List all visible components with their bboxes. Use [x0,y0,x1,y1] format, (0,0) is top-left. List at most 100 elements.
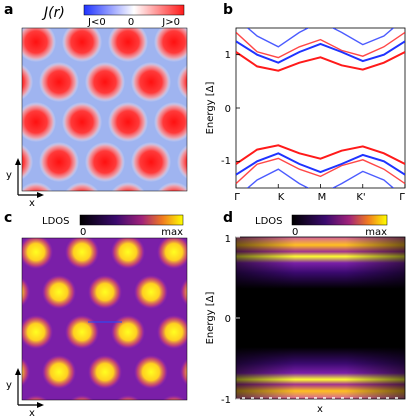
panel-c-spot-1 [65,238,99,269]
panel-d-colorbar-title: LDOS [255,216,283,227]
panel-c-spot-15 [88,355,122,389]
panel-b-xtick-m: M [318,192,327,203]
panel-c-spot-11 [111,315,145,349]
panel-c-spot-7 [134,275,168,309]
panel-d-letter: d [223,210,233,226]
panel-d-colorbar [291,214,388,226]
panel-a: a J(r) J<0 0 J>0 y x [4,2,188,209]
panel-d-ytick-0: 0 [225,314,231,325]
panel-a-spot-10 [62,102,102,142]
panel-a-spot-18 [22,182,53,191]
panel-a-y-axis-label: y [6,170,12,181]
panel-c-spot-18 [23,395,49,400]
panel-c-colorbar-title: LDOS [42,216,70,227]
panel-c-spot-6 [88,275,122,309]
panel-a-spot-20 [111,182,145,191]
panel-b-xtick-k: K [278,192,285,203]
panel-c-spot-20 [115,395,141,400]
panel-c-y-arrowhead [15,368,21,375]
panel-a-x-axis-label: x [29,198,35,209]
panel-a-spot-2 [108,28,148,62]
panel-a-spot-5 [39,62,79,102]
panel-a-colorbar [83,4,185,16]
panel-d-colorbar-right-label: max [365,227,387,238]
panel-b: b Energy [Δ] 1 0 -1 Γ K M K' Γ [205,2,406,203]
panel-c-spot-19 [69,395,95,400]
panel-b-band-2 [236,144,405,165]
panel-c-spot-16 [134,355,168,389]
panel-d: d LDOS 0 max Energy [Δ] 1 0 -1 x [205,210,406,415]
panel-a-frame [21,27,188,192]
panel-c: c LDOS 0 max y x [4,210,188,419]
panel-a-x-arrowhead [37,192,44,198]
panel-a-spot-9 [22,102,56,142]
panel-c-frame [21,237,188,401]
panel-c-colorbar [79,214,184,226]
panel-b-band-outer-2 [236,157,405,185]
panel-c-spot-21 [161,395,187,400]
panel-c-spot-5 [42,275,76,309]
panel-d-heatmap-shading [236,237,405,399]
panel-c-spot-17 [180,358,187,386]
panel-b-band-outer-1 [246,28,395,48]
panel-a-spot-7 [131,62,171,102]
panel-c-spot-2 [111,238,145,269]
panel-c-spot-10 [65,315,99,349]
panel-b-xtick-gamma: Γ [234,192,240,203]
panel-b-band-0 [236,51,405,72]
panel-b-ytick-m1: -1 [221,156,231,167]
panel-c-x-axis-label: x [29,408,35,419]
panel-a-spot-14 [39,142,79,182]
panel-a-spot-6 [85,62,125,102]
panel-a-colorbar-title: J(r) [41,5,65,21]
panel-a-colorbar-right-label: J>0 [161,17,180,28]
panel-b-ytick-0: 0 [225,104,231,115]
panel-b-y-axis-label: Energy [Δ] [205,81,216,134]
panel-c-spot-12 [157,315,187,349]
panel-a-spot-8 [177,64,187,100]
panel-b-band-3 [236,152,405,176]
panel-b-xtick-kprime: K' [356,192,365,203]
panel-c-colorbar-right-label: max [161,227,183,238]
panel-d-ytick-m1: -1 [221,395,231,406]
panel-a-y-arrowhead [15,158,21,165]
panel-d-x-axis-label: x [317,404,323,415]
panel-a-spot-1 [62,28,102,62]
panel-b-ytick-1: 1 [225,50,231,61]
panel-c-spot-8 [180,278,187,306]
panel-a-spot-3 [154,28,187,62]
panel-d-colorbar-left-label: 0 [292,227,298,238]
panel-c-spot-9 [22,315,53,349]
panel-c-spot-14 [42,355,76,389]
panel-b-band-outer-0 [236,31,405,59]
panel-c-spot-0 [22,238,53,269]
panel-b-band-1 [236,40,405,64]
panel-d-y-axis-label: Energy [Δ] [205,291,216,344]
panel-d-ytick-1: 1 [225,234,231,245]
panel-a-spot-4 [22,64,33,100]
panel-a-spot-19 [65,182,99,191]
panel-a-spot-12 [154,102,187,142]
panel-b-xtick-gamma-end: Γ [399,192,405,203]
panel-a-spot-0 [22,28,56,62]
panel-c-spot-13 [22,357,30,387]
panel-b-plot-area [235,27,406,189]
panel-a-spot-17 [177,144,187,180]
panel-b-letter: b [223,2,233,18]
panel-a-spot-11 [108,102,148,142]
panel-c-colorbar-left-label: 0 [80,227,86,238]
panel-c-spot-3 [157,238,187,269]
panel-a-spot-13 [22,144,33,180]
panel-c-y-axis-label: y [6,380,12,391]
panel-b-band-outer-3 [246,168,395,188]
panel-a-spot-15 [85,142,125,182]
panel-a-colorbar-left-label: J<0 [87,17,106,28]
panel-c-letter: c [4,210,12,226]
panel-c-x-arrowhead [37,402,44,408]
panel-c-spot-4 [22,277,30,307]
panel-a-colorbar-center-label: 0 [128,17,134,28]
panel-a-spot-21 [157,182,187,191]
panel-a-spot-16 [131,142,171,182]
panel-a-letter: a [4,2,13,18]
